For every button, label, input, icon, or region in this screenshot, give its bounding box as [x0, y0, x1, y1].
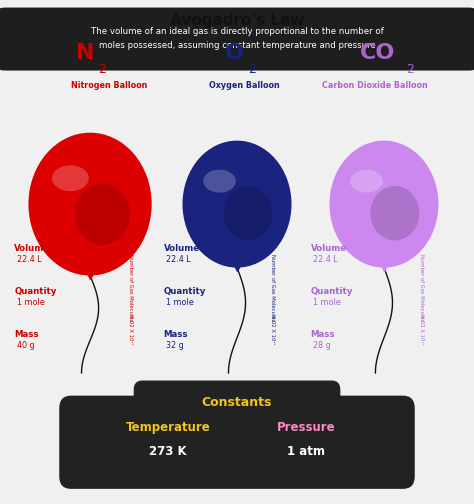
Text: Oxygen Balloon: Oxygen Balloon: [209, 81, 279, 90]
Text: 28 g: 28 g: [313, 341, 330, 350]
Text: Constants: Constants: [202, 396, 272, 409]
Text: CO: CO: [360, 43, 396, 63]
Text: 22.4 L: 22.4 L: [17, 255, 41, 264]
Ellipse shape: [370, 186, 419, 240]
Text: 40 g: 40 g: [17, 341, 34, 350]
Text: 6.02 X 10²³: 6.02 X 10²³: [419, 316, 424, 345]
FancyBboxPatch shape: [0, 8, 474, 71]
Text: Number of Gas Molecules: Number of Gas Molecules: [270, 254, 275, 321]
Text: Mass: Mass: [14, 330, 39, 339]
Text: Volume: Volume: [14, 244, 50, 253]
FancyBboxPatch shape: [59, 396, 415, 489]
Ellipse shape: [75, 184, 130, 245]
Text: Mass: Mass: [164, 330, 188, 339]
Text: N: N: [76, 43, 94, 63]
Text: Pressure: Pressure: [276, 421, 335, 434]
Text: 6.02 X 10²³: 6.02 X 10²³: [270, 316, 275, 345]
Text: Nitrogen Balloon: Nitrogen Balloon: [71, 81, 147, 90]
Text: Avogadro's Law: Avogadro's Law: [170, 13, 304, 28]
Text: 1 mole: 1 mole: [17, 298, 45, 307]
Ellipse shape: [182, 141, 292, 268]
Text: 2: 2: [99, 62, 107, 76]
Text: 22.4 L: 22.4 L: [166, 255, 191, 264]
Text: Number of Gas Molecules: Number of Gas Molecules: [419, 254, 424, 321]
FancyBboxPatch shape: [134, 381, 340, 425]
Text: Carbon Dioxide Balloon: Carbon Dioxide Balloon: [322, 81, 428, 90]
Ellipse shape: [329, 141, 438, 268]
Ellipse shape: [28, 133, 152, 276]
Text: 273 K: 273 K: [149, 445, 187, 458]
Text: Quantity: Quantity: [164, 287, 206, 296]
Ellipse shape: [223, 186, 273, 240]
Ellipse shape: [52, 165, 89, 191]
Text: Volume: Volume: [164, 244, 200, 253]
Text: 2: 2: [248, 62, 256, 76]
Text: Quantity: Quantity: [310, 287, 353, 296]
Text: Quantity: Quantity: [14, 287, 56, 296]
Text: Mass: Mass: [310, 330, 335, 339]
Text: O: O: [225, 43, 244, 63]
Text: 32 g: 32 g: [166, 341, 183, 350]
Text: 1 mole: 1 mole: [166, 298, 194, 307]
Ellipse shape: [350, 170, 383, 193]
Text: Volume: Volume: [310, 244, 346, 253]
Text: 22.4 L: 22.4 L: [313, 255, 337, 264]
Ellipse shape: [203, 170, 236, 193]
Text: The volume of an ideal gas is directly proportional to the number of
moles posse: The volume of an ideal gas is directly p…: [91, 27, 383, 50]
Text: 2: 2: [406, 62, 414, 76]
Text: 1 mole: 1 mole: [313, 298, 341, 307]
Text: 6.02 X 10²³: 6.02 X 10²³: [128, 316, 133, 345]
Text: Number of Gas Molecules: Number of Gas Molecules: [128, 254, 133, 321]
Text: 1 atm: 1 atm: [287, 445, 325, 458]
Text: Temperature: Temperature: [126, 421, 210, 434]
